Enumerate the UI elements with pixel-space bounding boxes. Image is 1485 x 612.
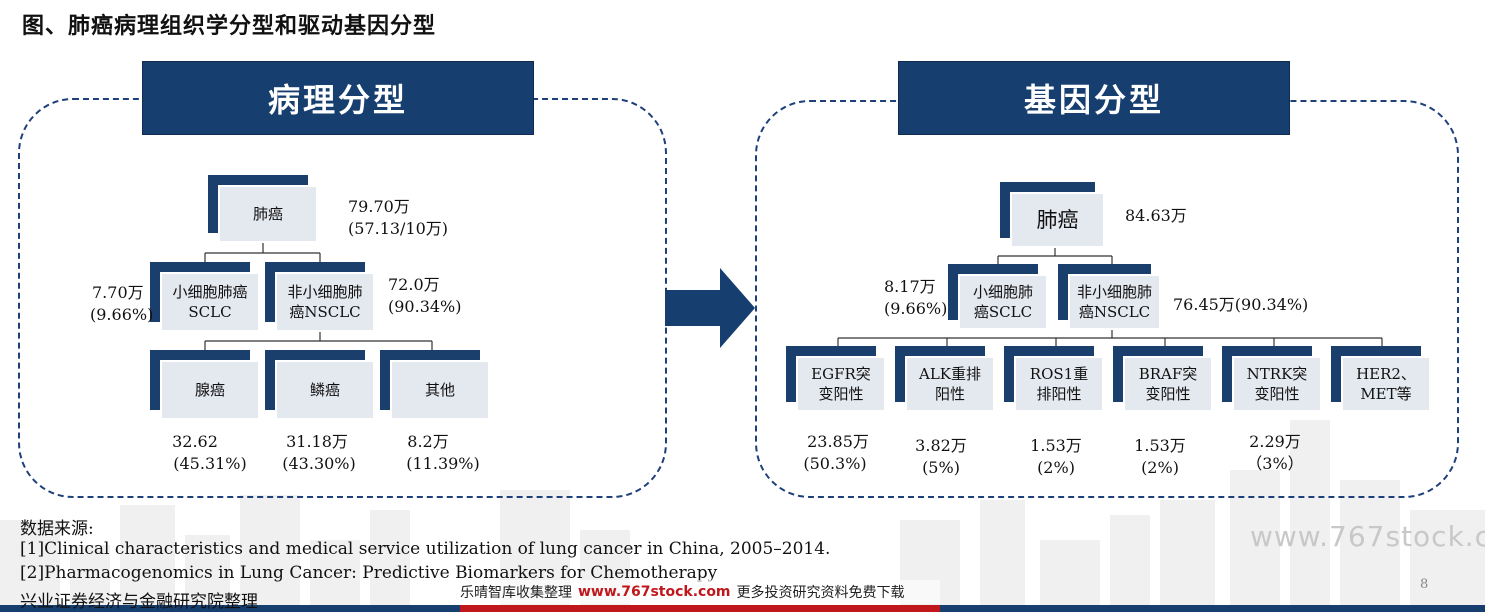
source-ref: [2]Pharmacogenomics in Lung Cancer: Pred… xyxy=(20,563,718,583)
right-leaf-value: 1.53万 xyxy=(1134,436,1186,455)
right-sclc-value: 8.17万 xyxy=(884,277,936,296)
left-leaf-sub: (45.31%) xyxy=(173,454,247,473)
right-leaf-braf: BRAF突 变阳性 xyxy=(1113,346,1213,412)
left-leaf-adenocarcinoma: 腺癌 xyxy=(150,350,260,420)
right-leaf-ntrk: NTRK突 变阳性 xyxy=(1222,346,1322,412)
left-sclc-line2: SCLC xyxy=(188,303,232,321)
right-leaf-value: 23.85万 xyxy=(807,432,869,451)
right-arrow-icon xyxy=(665,268,755,348)
right-leaf-line2: 阳性 xyxy=(934,385,965,403)
left-root-value: 79.70万 xyxy=(348,197,410,216)
right-leaf-line1: BRAF突 xyxy=(1138,365,1198,383)
right-nsclc-value: 76.45万(90.34%) xyxy=(1173,295,1309,314)
right-leaf-egfr: EGFR突 变阳性 xyxy=(786,346,886,412)
left-leaf-value: 8.2万 xyxy=(407,432,449,451)
right-leaf-value: 2.29万 xyxy=(1249,432,1301,451)
left-sclc-sub: (9.66%) xyxy=(90,305,154,324)
right-nsclc-line2: 癌NSCLC xyxy=(1078,303,1151,321)
left-root-label: 肺癌 xyxy=(218,185,318,243)
right-leaf-alk: ALK重排 阳性 xyxy=(895,346,995,412)
right-leaf-line1: ROS1重 xyxy=(1029,365,1089,383)
banner-text-2: 更多投资研究资料免费下载 xyxy=(736,585,905,601)
right-root-node: 肺癌 xyxy=(1000,182,1105,248)
left-leaf-label: 其他 xyxy=(390,360,490,420)
right-sclc-line2: 癌SCLC xyxy=(973,303,1033,321)
right-leaf-line2: 变阳性 xyxy=(1145,385,1191,403)
right-leaf-her2-met: HER2、 MET等 xyxy=(1331,346,1431,412)
left-root-sub: (57.13/10万) xyxy=(348,219,449,238)
right-leaf-value: 3.82万 xyxy=(915,436,967,455)
left-leaf-value: 31.18万 xyxy=(286,432,348,451)
left-root-node: 肺癌 xyxy=(208,175,318,243)
right-leaf-sub: （3%） xyxy=(1246,454,1304,473)
right-sclc-line1: 小细胞肺 xyxy=(972,283,1033,301)
left-panel-header: 病理分型 xyxy=(142,61,534,135)
banner-text-1: 乐晴智库收集整理 xyxy=(460,585,572,601)
right-leaf-line1: ALK重排 xyxy=(919,365,981,383)
banner-link[interactable]: www.767stock.com xyxy=(578,584,731,600)
left-nsclc-line2: 癌NSCLC xyxy=(289,303,361,321)
left-leaf-label: 鳞癌 xyxy=(275,360,375,420)
left-nsclc-line1: 非小细胞肺 xyxy=(287,283,363,301)
left-sclc-value: 7.70万 xyxy=(92,283,144,302)
left-nsclc-value: 72.0万 xyxy=(388,275,440,294)
left-leaf-value: 32.62 xyxy=(172,432,218,451)
right-leaf-line1: NTRK突 xyxy=(1246,365,1308,383)
right-nsclc-line1: 非小细胞肺 xyxy=(1076,283,1152,301)
left-sclc-line1: 小细胞肺癌 xyxy=(172,283,248,301)
page-number: 8 xyxy=(1420,577,1429,592)
left-leaf-sub: (11.39%) xyxy=(406,454,480,473)
right-leaf-line2: 变阳性 xyxy=(1254,385,1300,403)
left-nsclc-node: 非小细胞肺 癌NSCLC xyxy=(265,262,375,332)
right-leaf-line2: 变阳性 xyxy=(818,385,864,403)
source-org: 兴业证券经济与金融研究院整理 xyxy=(20,592,258,612)
right-panel-header: 基因分型 xyxy=(898,61,1290,135)
source-ref: [1]Clinical characteristics and medical … xyxy=(20,539,831,559)
left-leaf-label: 腺癌 xyxy=(160,360,260,420)
right-leaf-line1: EGFR突 xyxy=(811,365,871,383)
page-title: 图、肺癌病理组织学分型和驱动基因分型 xyxy=(22,14,437,39)
right-sclc-sub: (9.66%) xyxy=(884,299,948,318)
right-nsclc-node: 非小细胞肺 癌NSCLC xyxy=(1058,264,1161,330)
left-leaf-other: 其他 xyxy=(380,350,490,420)
right-leaf-line2: MET等 xyxy=(1360,385,1412,403)
right-leaf-sub: (2%) xyxy=(1037,458,1075,477)
right-leaf-sub: (2%) xyxy=(1141,458,1179,477)
left-leaf-squamous: 鳞癌 xyxy=(265,350,375,420)
right-leaf-value: 1.53万 xyxy=(1030,436,1082,455)
right-leaf-sub: (5%) xyxy=(922,458,960,477)
site-watermark: www.767stock.c xyxy=(1250,520,1485,553)
footer-color-bar xyxy=(0,605,1485,612)
left-sclc-node: 小细胞肺癌 SCLC xyxy=(150,262,260,332)
right-leaf-sub: (50.3%) xyxy=(803,454,867,473)
right-root-label: 肺癌 xyxy=(1010,192,1105,248)
right-leaf-line1: HER2、 xyxy=(1356,365,1416,383)
source-heading: 数据来源: xyxy=(20,519,94,539)
left-nsclc-sub: (90.34%) xyxy=(388,297,462,316)
right-sclc-node: 小细胞肺 癌SCLC xyxy=(948,264,1048,330)
right-root-value: 84.63万 xyxy=(1125,206,1187,225)
footer-banner: 乐晴智库收集整理 www.767stock.com 更多投资研究资料免费下载 xyxy=(460,580,940,604)
right-leaf-ros1: ROS1重 排阳性 xyxy=(1004,346,1104,412)
right-leaf-line2: 排阳性 xyxy=(1036,385,1082,403)
left-leaf-sub: (43.30%) xyxy=(282,454,356,473)
